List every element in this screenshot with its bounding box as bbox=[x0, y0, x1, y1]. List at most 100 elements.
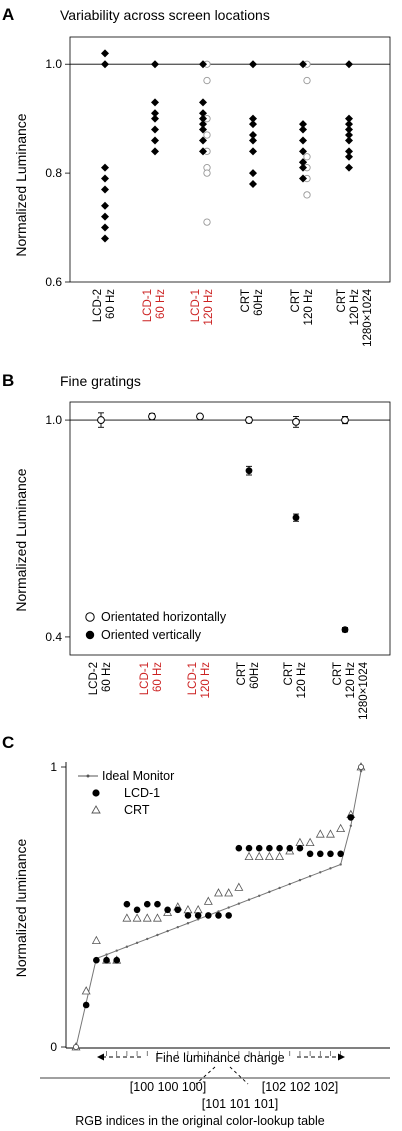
category-label: CRT60Hz bbox=[240, 289, 265, 316]
diamond-point bbox=[345, 136, 353, 145]
category-label-line: LCD-2 bbox=[88, 662, 100, 695]
ideal-monitor-point bbox=[258, 894, 261, 897]
rgb-index-102: [102 102 102] bbox=[262, 1080, 338, 1094]
category-label-line: CRT bbox=[240, 289, 252, 312]
diamond-point bbox=[249, 131, 257, 139]
ideal-monitor-point bbox=[288, 882, 291, 886]
crt-point bbox=[244, 851, 254, 860]
legend-crt-icon bbox=[91, 805, 101, 814]
diamond-point bbox=[199, 98, 207, 107]
lcd1-point bbox=[316, 850, 324, 858]
panel-a: A Variability across screen locations No… bbox=[2, 5, 391, 347]
legend-ideal-label: Ideal Monitor bbox=[102, 769, 174, 783]
diamond-point bbox=[199, 60, 207, 69]
category-label-line: 60 Hz bbox=[155, 289, 167, 319]
ideal-monitor-point bbox=[217, 910, 220, 913]
diamond-point bbox=[199, 136, 207, 145]
diamond-point bbox=[101, 185, 109, 194]
category-label-line: CRT bbox=[236, 662, 248, 685]
panel-a-frame bbox=[69, 36, 391, 283]
crt-point bbox=[224, 888, 234, 897]
lcd1-point bbox=[123, 900, 131, 908]
panel-b-yticks: 1.0 0.4 bbox=[45, 413, 70, 644]
open-circle-point bbox=[203, 169, 211, 177]
diamond-point bbox=[151, 114, 159, 123]
crt-point bbox=[336, 823, 346, 832]
lcd1-point bbox=[103, 956, 110, 964]
category-label-line: CRT bbox=[332, 662, 344, 685]
diamond-point bbox=[249, 120, 257, 129]
rgb-index-101: [101 101 101] bbox=[202, 1097, 278, 1111]
panel-b-legend: Orientated horizontally Oriented vertica… bbox=[85, 610, 227, 642]
lcd1-point bbox=[337, 850, 344, 858]
category-label-line: 120 Hz bbox=[200, 662, 212, 699]
lcd1-point bbox=[205, 912, 212, 919]
panel-c-letter: C bbox=[2, 733, 14, 752]
diamond-point bbox=[299, 147, 307, 156]
diamond-point bbox=[299, 136, 307, 145]
crt-point bbox=[193, 904, 203, 914]
horizontal-point bbox=[196, 412, 204, 421]
panel-c-ylabel: Normalized luminance bbox=[13, 839, 29, 978]
lcd1-point bbox=[306, 850, 314, 858]
open-circle-point bbox=[303, 191, 311, 199]
diamond-point bbox=[345, 152, 353, 161]
crt-point bbox=[152, 913, 162, 922]
lcd1-point bbox=[245, 844, 253, 852]
ideal-monitor-point bbox=[227, 906, 230, 909]
horizontal-point bbox=[97, 416, 105, 424]
lcd1-point bbox=[164, 906, 171, 914]
lcd1-point bbox=[286, 844, 294, 852]
panel-b-ylabel: Normalized Luminance bbox=[13, 468, 29, 611]
category-label-line: 60 Hz bbox=[101, 662, 113, 692]
open-circle-point bbox=[203, 218, 211, 226]
lcd1-point bbox=[235, 844, 243, 852]
diamond-point bbox=[345, 114, 353, 123]
panel-a-yticks: 1.0 0.8 0.6 bbox=[45, 57, 70, 289]
category-label: LCD-160 Hz bbox=[139, 662, 164, 695]
diamond-point bbox=[199, 114, 207, 123]
diamond-point bbox=[345, 131, 353, 139]
diamond-point bbox=[199, 120, 207, 129]
ideal-monitor-point bbox=[196, 918, 200, 921]
panel-a-ylabel: Normalized Luminance bbox=[13, 113, 29, 256]
ideal-monitor-point bbox=[115, 949, 118, 952]
panel-c-yticks: 10 bbox=[50, 760, 66, 1054]
arrow-down-right-line bbox=[229, 1066, 249, 1085]
diamond-point bbox=[299, 174, 307, 183]
category-label-line: 60Hz bbox=[253, 289, 265, 316]
category-label-line: CRT bbox=[336, 289, 348, 312]
horizontal-point bbox=[292, 417, 300, 426]
category-label-line: LCD-1 bbox=[187, 662, 199, 695]
open-circle-point bbox=[203, 131, 211, 139]
legend-lcd1-label: LCD-1 bbox=[124, 786, 160, 800]
crt-point bbox=[203, 896, 213, 905]
lcd1-point bbox=[276, 844, 283, 852]
ideal-monitor-line bbox=[75, 771, 362, 1048]
lcd1-point bbox=[327, 850, 334, 858]
rgb-index-100: [100 100 100] bbox=[130, 1080, 206, 1094]
y-tick-label: 1.0 bbox=[45, 413, 62, 427]
open-circle-point bbox=[203, 76, 211, 85]
y-tick-label: 1.0 bbox=[45, 57, 62, 71]
lcd1-point bbox=[225, 912, 232, 919]
ideal-monitor-point bbox=[278, 886, 281, 890]
ideal-monitor-point bbox=[359, 770, 363, 773]
category-label-line: LCD-1 bbox=[139, 662, 151, 695]
arrow-left-head-icon bbox=[97, 1053, 104, 1061]
diamond-point bbox=[345, 125, 353, 134]
panel-b-title: Fine gratings bbox=[60, 373, 141, 389]
ideal-monitor-point bbox=[339, 863, 342, 866]
ideal-monitor-point bbox=[329, 867, 332, 870]
diamond-point bbox=[199, 125, 207, 134]
category-label-line: LCD-1 bbox=[190, 289, 202, 322]
crt-point bbox=[142, 913, 152, 922]
ideal-monitor-point bbox=[166, 929, 169, 933]
legend-open-circle-icon bbox=[85, 612, 95, 622]
panel-a-categories: LCD-260 Hz LCD-160 Hz LCD-1120 Hz CRT60Hz CR… bbox=[92, 288, 374, 346]
category-label: LCD-160 Hz bbox=[142, 289, 167, 322]
ideal-monitor-point bbox=[156, 933, 159, 937]
category-label-line: 120 Hz bbox=[203, 289, 215, 326]
crt-point bbox=[254, 851, 264, 860]
diamond-point bbox=[345, 147, 353, 156]
